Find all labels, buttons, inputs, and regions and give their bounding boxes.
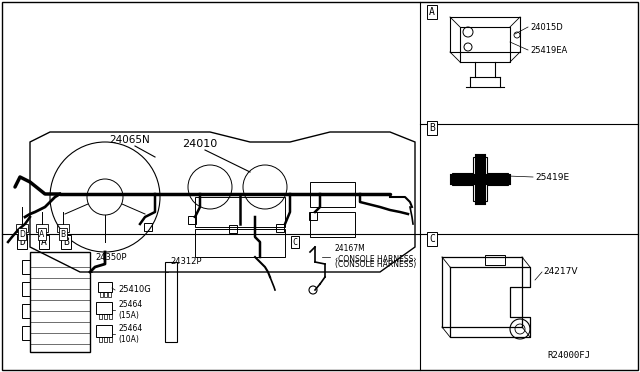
- Bar: [195, 229, 285, 257]
- Text: R24000FJ: R24000FJ: [547, 351, 590, 360]
- Bar: [462, 175, 470, 181]
- Bar: [16, 224, 28, 232]
- Bar: [22, 282, 30, 296]
- Bar: [109, 314, 112, 319]
- Text: 24167M
‹CONSOLE HARNESS›: 24167M ‹CONSOLE HARNESS›: [335, 244, 417, 264]
- Bar: [99, 314, 102, 319]
- Text: 25464
(10A): 25464 (10A): [118, 324, 142, 344]
- Bar: [104, 337, 107, 342]
- Bar: [310, 182, 355, 207]
- Bar: [99, 337, 102, 342]
- Text: (CONSOLE HARNESS): (CONSOLE HARNESS): [335, 260, 416, 269]
- Text: C: C: [429, 234, 435, 244]
- Text: B: B: [63, 237, 69, 247]
- Bar: [485, 255, 505, 265]
- Bar: [36, 224, 48, 232]
- Text: 25410G: 25410G: [118, 285, 151, 295]
- Bar: [109, 337, 112, 342]
- Bar: [30, 252, 90, 352]
- Bar: [490, 175, 498, 181]
- Text: D: D: [19, 237, 25, 247]
- Bar: [229, 225, 237, 233]
- Bar: [475, 187, 483, 193]
- Bar: [22, 326, 30, 340]
- Bar: [108, 292, 111, 297]
- Text: A: A: [40, 230, 45, 238]
- Bar: [104, 314, 107, 319]
- Text: A: A: [41, 237, 47, 247]
- Text: B: B: [60, 230, 65, 238]
- Text: C: C: [292, 237, 298, 247]
- Text: B: B: [429, 123, 435, 133]
- Text: 25419E: 25419E: [535, 173, 569, 182]
- Text: 24065N: 24065N: [109, 135, 150, 145]
- Bar: [309, 212, 317, 220]
- Bar: [144, 223, 152, 231]
- Text: 24010: 24010: [182, 139, 218, 149]
- Text: A: A: [429, 7, 435, 17]
- Bar: [188, 216, 196, 224]
- Text: 24312P: 24312P: [170, 257, 202, 266]
- Bar: [22, 260, 30, 274]
- Text: D: D: [19, 230, 25, 238]
- Bar: [452, 173, 508, 185]
- Bar: [22, 304, 30, 318]
- Bar: [276, 224, 284, 232]
- Text: 25464
(15A): 25464 (15A): [118, 300, 142, 320]
- Bar: [98, 282, 112, 292]
- Bar: [165, 262, 177, 342]
- Bar: [475, 163, 483, 169]
- Bar: [310, 212, 355, 237]
- Text: 25419EA: 25419EA: [530, 45, 567, 55]
- Text: 24350P: 24350P: [95, 253, 127, 262]
- Bar: [96, 302, 112, 314]
- Bar: [96, 325, 112, 337]
- Bar: [104, 292, 107, 297]
- Text: 24015D: 24015D: [530, 22, 563, 32]
- Bar: [57, 224, 69, 232]
- Text: 24217V: 24217V: [543, 267, 577, 276]
- Bar: [195, 197, 285, 227]
- Bar: [100, 292, 103, 297]
- Bar: [473, 157, 487, 201]
